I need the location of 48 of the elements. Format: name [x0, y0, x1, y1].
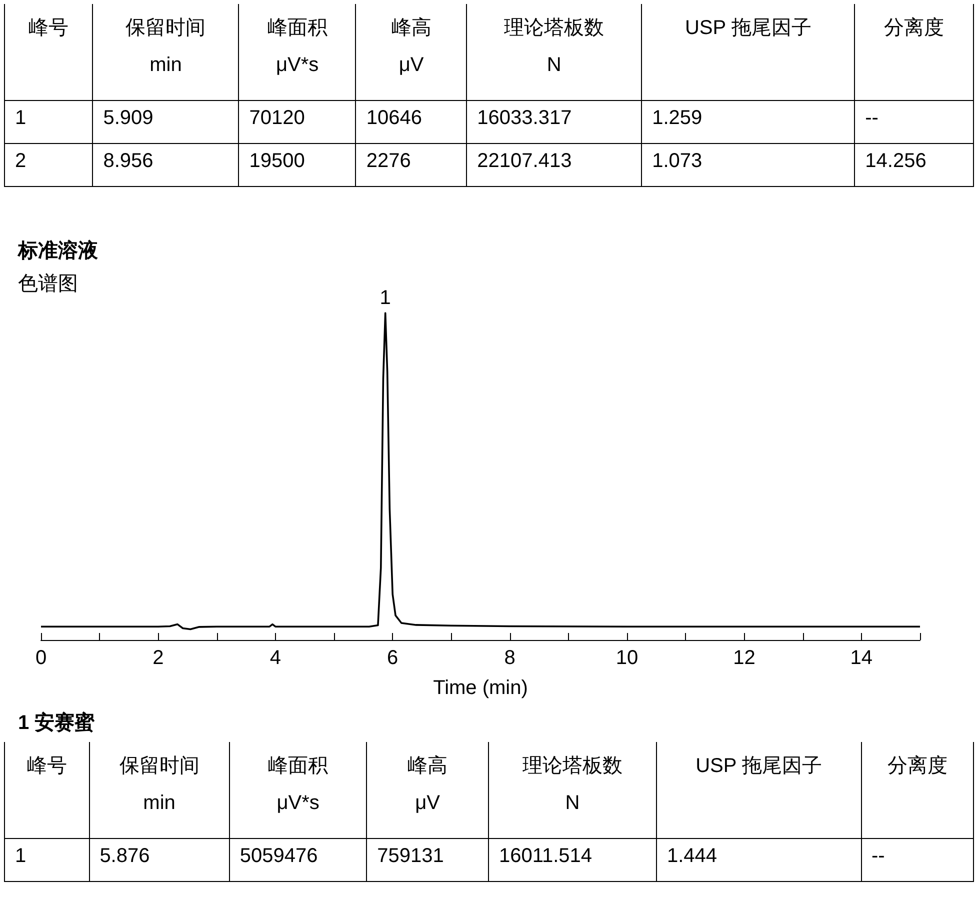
x-tick-label: 14: [850, 647, 873, 669]
text: 10646: [356, 100, 467, 144]
x-tick-label: 4: [270, 647, 281, 669]
text: 22107.413: [466, 144, 642, 186]
text: 16011.514: [488, 838, 656, 882]
text: 1: [4, 100, 93, 144]
x-tick-label: 0: [35, 647, 47, 669]
text: 峰号: [26, 754, 68, 779]
chart-title: 标准溶液: [18, 238, 99, 264]
text: 1.444: [656, 838, 861, 882]
x-tick-label: 12: [733, 647, 756, 669]
text: 14.256: [854, 144, 974, 186]
text: 峰高 μV: [390, 16, 432, 78]
text: 峰号: [28, 16, 70, 41]
text: 8.956: [92, 144, 239, 186]
annotation: 1: [380, 287, 391, 309]
text: 理论塔板数 N: [521, 754, 624, 816]
text: 峰面积 μV*s: [267, 754, 330, 816]
x-tick-label: 2: [152, 647, 164, 669]
text: 保留时间 min: [118, 754, 200, 816]
text: USP 拖尾因子: [684, 16, 812, 41]
text: 2: [4, 144, 93, 186]
text: 5.909: [92, 100, 239, 144]
text: --: [854, 100, 974, 144]
x-tick-label: 10: [616, 647, 638, 669]
text: 峰高 μV: [406, 754, 449, 816]
chart-subtitle: 色谱图: [18, 273, 78, 295]
text: 1.073: [642, 144, 855, 186]
text: --: [861, 838, 974, 882]
text: 70120: [238, 100, 356, 144]
text: 5059476: [229, 838, 367, 882]
x-tick-label: 6: [387, 647, 398, 669]
text: 理论塔板数 N: [503, 16, 606, 78]
text: 1: [4, 838, 90, 882]
text: 1 安赛蜜: [18, 710, 96, 736]
text: 1.259: [642, 100, 855, 144]
x-tick-label: 8: [504, 647, 516, 669]
text: 分离度: [883, 16, 946, 41]
text: 峰面积 μV*s: [266, 16, 328, 78]
text: 16033.317: [466, 100, 642, 144]
x-axis-title: Time (min): [433, 677, 528, 699]
text: 5.876: [89, 838, 230, 882]
text: 2276: [356, 144, 467, 186]
text: 分离度: [886, 754, 948, 779]
text: 保留时间 min: [124, 16, 207, 78]
text: 19500: [238, 144, 356, 186]
text: 759131: [366, 838, 488, 882]
text: USP 拖尾因子: [694, 754, 823, 779]
